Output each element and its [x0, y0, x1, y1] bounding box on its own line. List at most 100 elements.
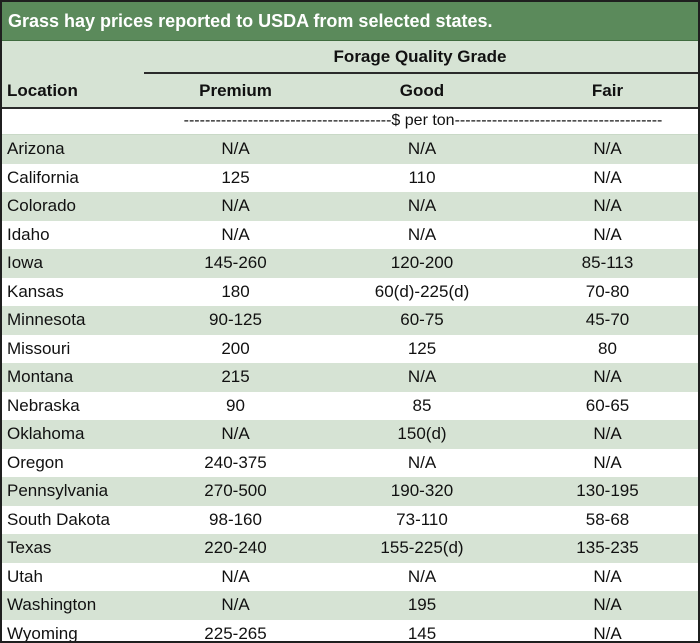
- location-cell: Kansas: [7, 281, 64, 301]
- fair-price-cell: N/A: [593, 167, 622, 187]
- table-row: Texas 220-240 155-225(d) 135-235: [2, 534, 698, 563]
- table-row: Nebraska 90 85 60-65: [2, 391, 698, 420]
- premium-price-cell: 180: [221, 281, 250, 301]
- good-price-cell: 60(d)-225(d): [374, 281, 470, 301]
- fair-price-cell: N/A: [593, 196, 622, 216]
- units-label: ---------------------------------------$…: [183, 112, 663, 129]
- location-cell: Idaho: [7, 224, 50, 244]
- good-price-cell: 195: [407, 595, 437, 615]
- premium-price-cell: 200: [221, 338, 250, 358]
- units-row: ---------------------------------------$…: [2, 107, 698, 135]
- group-divider: [144, 72, 698, 74]
- fair-price-cell: N/A: [593, 623, 622, 643]
- fair-price-cell: 80: [598, 338, 617, 358]
- premium-price-cell: N/A: [221, 566, 250, 586]
- location-cell: California: [7, 167, 79, 187]
- good-price-cell: N/A: [407, 139, 437, 159]
- good-price-cell: N/A: [407, 566, 437, 586]
- good-price-cell: 110: [408, 167, 436, 187]
- table-row: Utah N/A N/A N/A: [2, 562, 698, 591]
- fair-price-cell: 135-235: [576, 538, 639, 558]
- premium-price-cell: 270-500: [204, 481, 267, 501]
- location-cell: Texas: [7, 538, 52, 558]
- location-cell: Nebraska: [7, 395, 80, 415]
- good-price-cell: 190-320: [390, 481, 454, 501]
- location-cell: Wyoming: [7, 623, 78, 643]
- premium-price-cell: N/A: [221, 224, 250, 244]
- premium-price-cell: N/A: [221, 139, 250, 159]
- fair-price-cell: 70-80: [585, 281, 630, 301]
- fair-price-cell: N/A: [593, 224, 622, 244]
- location-cell: Iowa: [7, 253, 43, 273]
- premium-price-cell: N/A: [221, 595, 250, 615]
- fair-price-cell: N/A: [593, 566, 622, 586]
- table-header: Forage Quality Grade Location Premium Go…: [2, 41, 698, 107]
- fair-price-cell: 85-113: [581, 253, 634, 273]
- table-row: California 125 110 N/A: [2, 163, 698, 192]
- good-price-cell: 125: [407, 338, 437, 358]
- column-header-fair: Fair: [591, 81, 624, 100]
- good-price-cell: 150(d): [397, 424, 447, 444]
- premium-price-cell: 225-265: [204, 623, 267, 643]
- good-price-cell: 85: [412, 395, 432, 415]
- table-row: Pennsylvania 270-500 190-320 130-195: [2, 477, 698, 506]
- premium-price-cell: 98-160: [209, 509, 262, 529]
- location-cell: Washington: [7, 595, 97, 615]
- location-cell: Pennsylvania: [7, 481, 109, 501]
- fair-price-cell: N/A: [593, 139, 622, 159]
- location-cell: Colorado: [7, 196, 76, 216]
- table-title: Grass hay prices reported to USDA from s…: [2, 2, 698, 41]
- fair-price-cell: 130-195: [576, 481, 639, 501]
- column-header-premium: Premium: [199, 81, 272, 100]
- table-row: Idaho N/A N/A N/A: [2, 220, 698, 249]
- table-row: Oklahoma N/A 150(d) N/A: [2, 420, 698, 449]
- fair-price-cell: 45-70: [585, 310, 630, 330]
- premium-price-cell: 90: [226, 395, 245, 415]
- premium-price-cell: N/A: [221, 424, 250, 444]
- group-header: Forage Quality Grade: [333, 47, 507, 66]
- premium-price-cell: 125: [221, 167, 250, 187]
- good-price-cell: 60-75: [400, 310, 444, 330]
- table-row: Colorado N/A N/A N/A: [2, 192, 698, 221]
- fair-price-cell: N/A: [593, 595, 622, 615]
- premium-price-cell: 90-125: [209, 310, 262, 330]
- good-price-cell: N/A: [407, 367, 437, 387]
- premium-price-cell: N/A: [221, 196, 250, 216]
- good-price-cell: 120-200: [390, 253, 454, 273]
- fair-price-cell: N/A: [593, 452, 622, 472]
- location-cell: Montana: [7, 367, 74, 387]
- location-cell: Minnesota: [7, 310, 86, 330]
- location-cell: Arizona: [7, 139, 65, 159]
- fair-price-cell: N/A: [593, 424, 622, 444]
- fair-price-cell: 58-68: [585, 509, 630, 529]
- good-price-cell: N/A: [407, 224, 437, 244]
- table-row: Washington N/A 195 N/A: [2, 591, 698, 620]
- table-row: Oregon 240-375 N/A N/A: [2, 448, 698, 477]
- table-row: Missouri 200 125 80: [2, 334, 698, 363]
- table-row: Wyoming 225-265 145 N/A: [2, 619, 698, 643]
- table-body: Arizona N/A N/A N/A California 125 110 N/A Color…: [2, 135, 698, 643]
- location-cell: Utah: [7, 566, 43, 586]
- premium-price-cell: 220-240: [204, 538, 267, 558]
- table-row: Minnesota 90-125 60-75 45-70: [2, 306, 698, 335]
- location-cell: South Dakota: [7, 509, 111, 529]
- table-row: South Dakota 98-160 73-110 58-68: [2, 505, 698, 534]
- good-price-cell: 73-110: [396, 509, 448, 529]
- good-price-cell: 145: [407, 623, 437, 643]
- table-row: Iowa 145-260 120-200 85-113: [2, 249, 698, 278]
- table-row: Kansas 180 60(d)-225(d) 70-80: [2, 277, 698, 306]
- premium-price-cell: 240-375: [204, 452, 267, 472]
- table-row: Montana 215 N/A N/A: [2, 363, 698, 392]
- good-price-cell: 155-225(d): [380, 538, 464, 558]
- fair-price-cell: N/A: [593, 367, 622, 387]
- fair-price-cell: 60-65: [585, 395, 630, 415]
- good-price-cell: N/A: [407, 196, 437, 216]
- good-price-cell: N/A: [407, 452, 437, 472]
- column-header-good: Good: [399, 81, 445, 100]
- location-cell: Oklahoma: [7, 424, 85, 444]
- table-row: Arizona N/A N/A N/A: [2, 135, 698, 164]
- location-cell: Oregon: [7, 452, 64, 472]
- premium-price-cell: 215: [221, 367, 250, 387]
- column-header-location: Location: [7, 81, 78, 100]
